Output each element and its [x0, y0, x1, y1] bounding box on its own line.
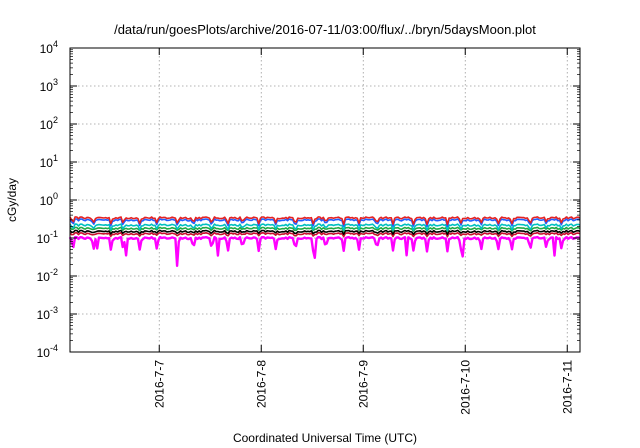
y-tick-label: 102 [40, 115, 58, 132]
x-axis: 2016-7-7 2016-7-8 2016-7-9 2016-7-10 2016-7-… [152, 48, 574, 415]
y-tick-label: 10-4 [37, 343, 58, 360]
series-line [68, 235, 581, 267]
series-line [69, 226, 581, 233]
series-line [69, 231, 581, 238]
data-series [68, 216, 581, 267]
y-tick-label: 100 [40, 191, 58, 208]
x-tick-label: 2016-7-9 [356, 360, 370, 408]
series-line [69, 216, 581, 226]
series-line [69, 223, 581, 232]
y-tick-label: 10-2 [37, 267, 58, 284]
y-tick-label: 10-1 [37, 229, 58, 246]
y-axis: 10-4 10-3 10-2 10-1 100 101 102 103 104 [37, 39, 580, 360]
x-axis-label: Coordinated Universal Time (UTC) [233, 431, 417, 445]
x-tick-label: 2016-7-11 [560, 360, 574, 414]
chart-title: /data/run/goesPlots/archive/2016-07-11/0… [114, 22, 536, 37]
x-tick-label: 2016-7-8 [254, 360, 268, 408]
series-line [69, 229, 581, 236]
grid-lines [70, 48, 580, 352]
x-tick-label: 2016-7-10 [458, 360, 472, 415]
y-tick-label: 101 [40, 153, 58, 170]
y-tick-label: 103 [40, 77, 58, 94]
x-tick-label: 2016-7-7 [152, 360, 166, 408]
y-tick-label: 10-3 [37, 305, 58, 322]
y-tick-label: 104 [40, 39, 58, 56]
y-axis-label: cGy/day [5, 178, 19, 222]
